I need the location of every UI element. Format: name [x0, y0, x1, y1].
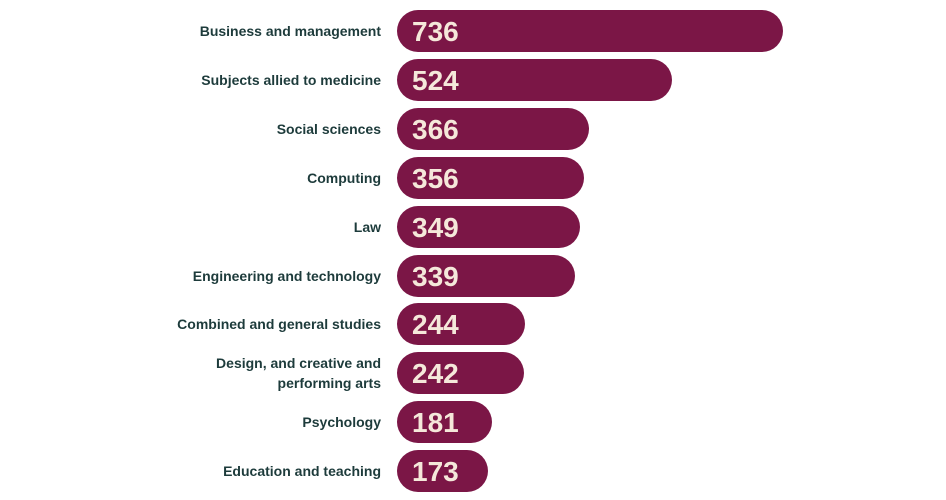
- bar: [397, 156, 584, 199]
- bar: [397, 58, 672, 101]
- bar: [397, 401, 492, 444]
- bar: [397, 107, 589, 150]
- category-label: Subjects allied to medicine: [201, 71, 381, 88]
- value-label: 339: [412, 260, 459, 292]
- value-label: 524: [412, 64, 459, 96]
- category-label: Combined and general studies: [177, 316, 381, 333]
- bar: [397, 205, 581, 248]
- bar: [397, 450, 488, 493]
- value-label: 349: [412, 211, 459, 243]
- category-label: Social sciences: [276, 120, 381, 137]
- value-label: 181: [412, 407, 459, 439]
- value-label: 356: [412, 162, 459, 194]
- value-label: 736: [412, 16, 459, 47]
- category-label: Design, and creative and performing arts: [216, 355, 381, 392]
- value-label: 173: [412, 456, 459, 488]
- bar: [397, 352, 524, 395]
- category-label: Business and management: [199, 23, 381, 39]
- value-label: 366: [412, 113, 459, 145]
- bar: [397, 303, 525, 346]
- category-label: Education and teaching: [223, 463, 381, 480]
- category-label: Computing: [307, 169, 381, 186]
- category-label: Law: [353, 218, 381, 235]
- bar: [397, 254, 575, 297]
- category-label: Psychology: [302, 414, 381, 431]
- bar: [397, 10, 784, 52]
- value-label: 244: [412, 309, 459, 341]
- category-label: Engineering and technology: [192, 267, 381, 284]
- value-label: 242: [412, 358, 459, 390]
